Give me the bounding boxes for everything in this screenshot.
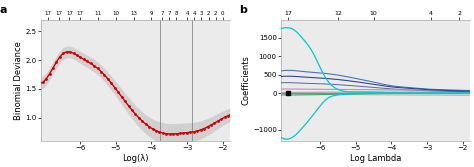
Text: a: a (0, 5, 7, 15)
X-axis label: Log Lambda: Log Lambda (350, 154, 401, 163)
Y-axis label: Binomial Deviance: Binomial Deviance (14, 41, 23, 120)
X-axis label: Log(λ): Log(λ) (122, 154, 149, 163)
Text: b: b (239, 5, 247, 15)
Y-axis label: Coefficients: Coefficients (241, 55, 250, 105)
